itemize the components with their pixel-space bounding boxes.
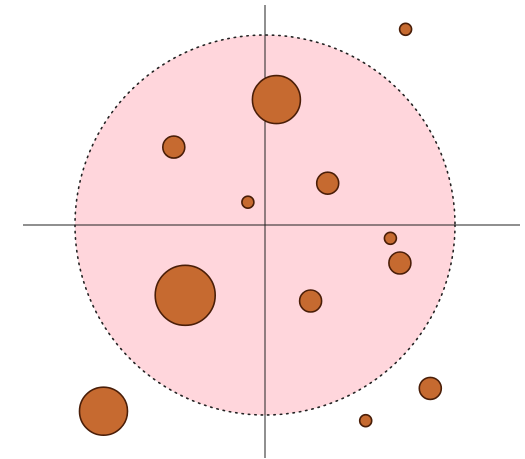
data-point-7 <box>388 251 412 275</box>
data-point-12 <box>78 386 129 437</box>
data-point-4 <box>315 171 340 195</box>
data-point-5 <box>241 195 255 209</box>
data-point-1 <box>398 22 413 37</box>
data-point-10 <box>418 376 443 401</box>
data-point-11 <box>358 413 373 428</box>
data-point-9 <box>298 289 323 313</box>
data-point-3 <box>162 135 186 159</box>
data-point-6 <box>383 231 398 246</box>
data-point-8 <box>154 264 216 327</box>
points-group <box>78 22 443 437</box>
data-point-2 <box>251 74 302 125</box>
